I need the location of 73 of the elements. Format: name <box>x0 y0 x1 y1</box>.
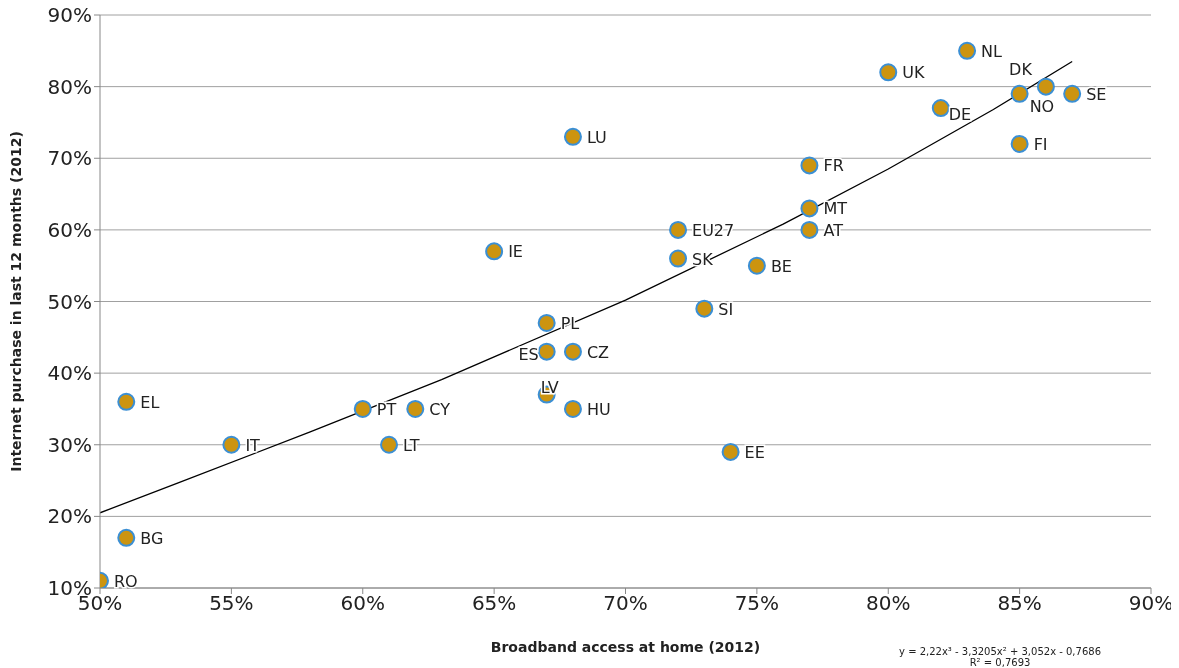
x-tick-label: 75% <box>734 591 780 616</box>
point <box>563 342 582 361</box>
y-tick-label: 30% <box>47 432 92 457</box>
point <box>931 99 950 118</box>
annotation: BG <box>140 528 164 548</box>
point <box>958 41 977 60</box>
point <box>695 299 714 318</box>
point <box>406 399 425 418</box>
point <box>800 220 819 239</box>
y-axis-title: Internet purchase in last 12 months (2012) <box>7 131 24 472</box>
annotation: HU <box>586 399 611 419</box>
point <box>669 220 688 239</box>
annotation: RO <box>114 571 138 591</box>
annotation: EL <box>140 392 160 412</box>
annotation: MT <box>823 199 848 219</box>
annotation: EU27 <box>692 220 735 240</box>
annotation: IE <box>508 242 523 262</box>
point <box>1010 84 1029 103</box>
annotation: DK <box>1009 59 1033 79</box>
annotation: AT <box>823 220 844 240</box>
annotation: NL <box>981 41 1003 61</box>
text: R² = 0,7693 <box>968 657 1032 668</box>
y-tick-label: 90% <box>47 3 92 28</box>
point <box>800 199 819 218</box>
point <box>222 435 241 454</box>
annotation: LU <box>586 127 607 147</box>
annotation: CZ <box>586 342 610 362</box>
y-tick-label: 70% <box>47 146 92 171</box>
point <box>747 256 766 275</box>
annotation: PT <box>376 399 397 419</box>
x-axis-title: Broadband access at home (2012) <box>490 639 761 655</box>
annotation: DE <box>948 105 972 125</box>
point <box>380 435 399 454</box>
annotation: IT <box>245 435 261 455</box>
annotation: SI <box>718 299 734 319</box>
annotation: SE <box>1086 84 1107 104</box>
annotation: BE <box>770 256 792 276</box>
x-tick-label: 55% <box>209 591 254 616</box>
annotation: FR <box>823 156 844 176</box>
point <box>669 249 688 268</box>
point <box>1063 84 1082 103</box>
text: y = 2,22x³ - 3,3205x² + 3,052x - 0,7686 <box>899 646 1101 657</box>
annotation: NO <box>1029 96 1055 116</box>
x-tick-label: 70% <box>603 591 648 616</box>
y-tick-label: 60% <box>47 217 92 242</box>
point <box>485 242 504 261</box>
y-tick-label: 40% <box>47 361 92 386</box>
point <box>1036 77 1055 96</box>
point <box>117 392 136 411</box>
point <box>117 528 136 547</box>
point <box>537 342 556 361</box>
point <box>537 313 556 332</box>
point <box>879 63 898 82</box>
annotation: FI <box>1033 134 1048 154</box>
point <box>563 399 582 418</box>
y-tick-label: 80% <box>47 74 92 99</box>
annotation: EE <box>744 442 765 462</box>
x-tick-label: 65% <box>471 591 517 616</box>
annotation: UK <box>902 63 925 83</box>
annotation: ES <box>518 344 539 364</box>
annotation: LT <box>403 435 420 455</box>
point <box>1010 134 1029 153</box>
annotation: CY <box>429 399 451 419</box>
x-tick-label: 85% <box>997 591 1042 616</box>
point <box>800 156 819 175</box>
x-tick-label: 60% <box>340 591 385 616</box>
y-tick-label: 20% <box>47 504 92 529</box>
point <box>353 399 372 418</box>
point <box>563 127 582 146</box>
y-tick-label: 50% <box>47 289 92 314</box>
x-tick-label: 80% <box>866 591 911 616</box>
line-series <box>100 60 1073 514</box>
point <box>721 442 740 461</box>
